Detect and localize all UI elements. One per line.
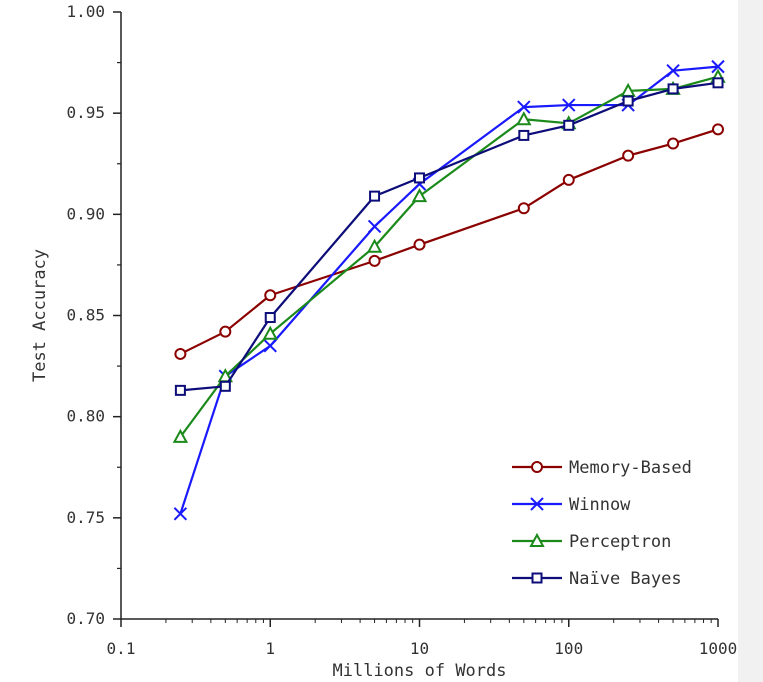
chart-canvas: 0.70 0.75 0.80 0.85 0.90 0.95 1.00 0.1 1 10 100 100… xyxy=(0,0,738,682)
data-point-memory-based xyxy=(219,325,232,338)
series-memory-based xyxy=(174,123,724,360)
data-point-na-ve-bayes xyxy=(219,380,231,392)
axes: 0.70 0.75 0.80 0.85 0.90 0.95 1.00 0.1 1 10 100 100… xyxy=(66,2,737,658)
data-point-perceptron xyxy=(411,188,428,203)
data-point-memory-based xyxy=(368,254,381,267)
series-winnow xyxy=(173,59,725,521)
series-line-na-ve-bayes xyxy=(180,81,719,392)
plot-area xyxy=(172,59,726,521)
y-tick-label: 0.75 xyxy=(66,508,105,527)
series-na-ve-bayes xyxy=(174,77,724,396)
legend-label: Winnow xyxy=(569,495,631,515)
data-point-memory-based xyxy=(413,238,426,251)
marker-stroke xyxy=(562,98,576,112)
y-tick-label: 0.70 xyxy=(66,609,105,628)
data-point-winnow xyxy=(666,63,680,78)
data-point-na-ve-bayes xyxy=(414,172,425,184)
x-axis-title: Millions of Words xyxy=(333,661,507,681)
marker-stroke xyxy=(530,497,544,511)
data-point-memory-based xyxy=(667,137,680,150)
data-point-winnow xyxy=(711,59,725,74)
legend-marker xyxy=(530,497,544,511)
y-axis-title: Test Accuracy xyxy=(30,249,50,382)
x-tick-label: 0.1 xyxy=(107,639,136,658)
y-tick-label: 0.80 xyxy=(66,407,105,426)
data-point-memory-based xyxy=(712,123,724,136)
data-point-winnow xyxy=(562,98,576,112)
legend-marker xyxy=(529,532,545,547)
y-tick-label: 0.95 xyxy=(66,103,105,122)
x-tick-label: 1 xyxy=(265,639,275,658)
legend-item-memory-based: Memory-Based xyxy=(512,458,692,478)
data-point-na-ve-bayes xyxy=(264,312,276,324)
line-chart: 0.70 0.75 0.80 0.85 0.90 0.95 1.00 0.1 1 10 100 100… xyxy=(30,2,737,681)
data-point-memory-based xyxy=(264,289,277,302)
y-tick-label: 1.00 xyxy=(66,2,105,21)
legend-item-winnow: Winnow xyxy=(512,495,631,515)
data-point-winnow xyxy=(367,219,382,234)
data-point-winnow xyxy=(263,339,277,353)
data-point-na-ve-bayes xyxy=(518,129,530,141)
series-perceptron xyxy=(172,68,726,443)
data-point-memory-based xyxy=(562,173,575,186)
legend-item-na-ve-bayes: Naïve Bayes xyxy=(512,569,682,589)
legend-label: Naïve Bayes xyxy=(569,569,682,589)
legend-marker xyxy=(531,461,543,473)
marker-stroke xyxy=(666,63,680,78)
series-line-perceptron xyxy=(179,75,719,438)
legend-label: Memory-Based xyxy=(569,458,692,478)
data-point-perceptron xyxy=(262,325,278,340)
data-point-na-ve-bayes xyxy=(563,119,575,131)
marker-stroke xyxy=(263,339,277,353)
data-point-perceptron xyxy=(516,111,532,126)
series-line-winnow xyxy=(179,65,719,515)
data-point-memory-based xyxy=(622,149,635,162)
data-point-perceptron xyxy=(366,238,383,253)
marker-stroke xyxy=(517,100,531,114)
legend-label: Perceptron xyxy=(569,532,671,552)
series-line-memory-based xyxy=(179,128,719,355)
data-point-winnow xyxy=(517,100,531,114)
data-point-perceptron xyxy=(172,428,189,443)
legend-marker xyxy=(531,572,543,584)
marker-stroke xyxy=(711,59,725,74)
x-tick-label: 1000 xyxy=(699,639,738,658)
data-point-na-ve-bayes xyxy=(622,95,634,107)
x-tick-label: 10 xyxy=(410,639,429,658)
legend-item-perceptron: Perceptron xyxy=(512,532,671,552)
y-tick-label: 0.85 xyxy=(66,306,105,325)
data-point-winnow xyxy=(173,507,188,521)
legend: Memory-Based Winnow Perceptron Naïve Bayes xyxy=(512,458,692,589)
data-point-na-ve-bayes xyxy=(369,190,381,202)
marker-stroke xyxy=(367,219,382,234)
data-point-na-ve-bayes xyxy=(712,77,724,89)
y-tick-label: 0.90 xyxy=(66,204,105,223)
data-point-memory-based xyxy=(517,202,530,215)
data-point-memory-based xyxy=(174,347,187,360)
marker-stroke xyxy=(173,507,188,521)
data-point-na-ve-bayes xyxy=(667,83,679,95)
data-point-na-ve-bayes xyxy=(174,384,186,396)
x-tick-label: 100 xyxy=(554,639,583,658)
